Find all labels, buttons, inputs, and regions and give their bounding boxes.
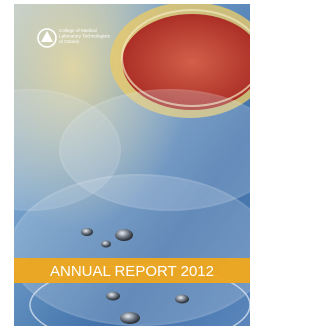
cover-photo: College of Medical Laboratory Technologi…	[0, 2, 262, 331]
page: College of Medical Laboratory Technologi…	[0, 0, 262, 331]
banner-title: ANNUAL REPORT 2012	[50, 263, 214, 280]
organization-line: Laboratory Technologists	[59, 34, 111, 39]
organization-line: of Ontario	[59, 39, 80, 44]
organization-line: College of Medical	[59, 28, 97, 33]
cover: College of Medical Laboratory Technologi…	[0, 0, 262, 331]
